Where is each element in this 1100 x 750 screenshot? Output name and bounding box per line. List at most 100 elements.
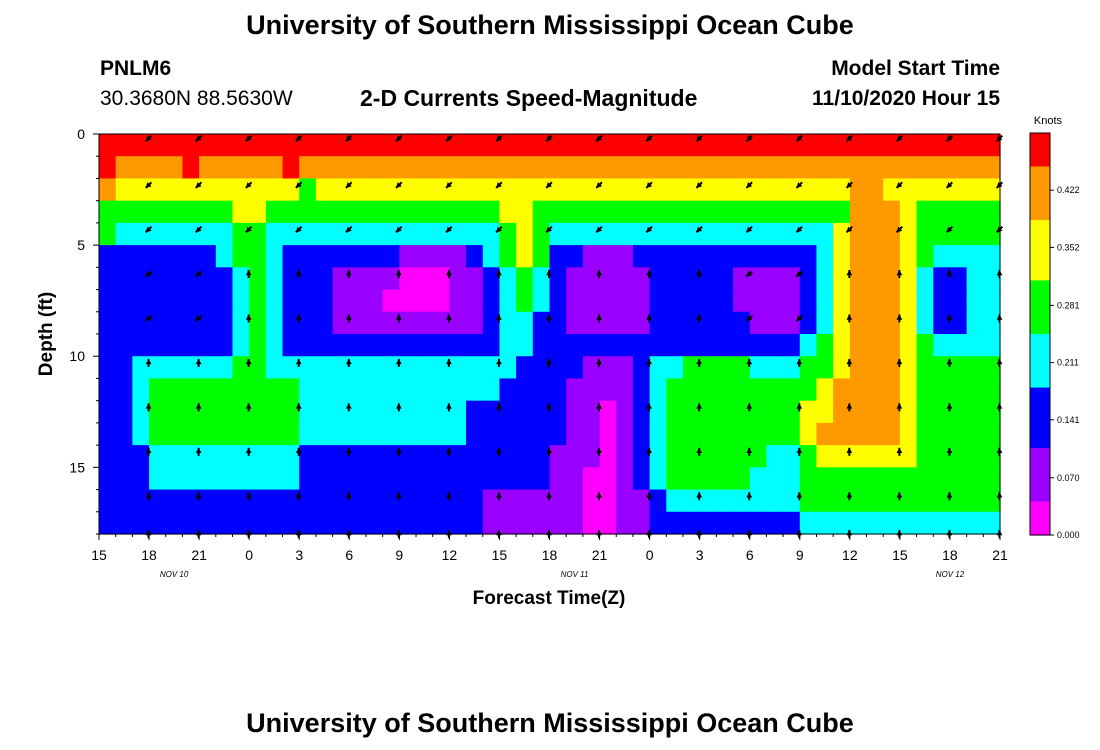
heatmap-cell (249, 489, 267, 513)
heatmap-cell (282, 245, 300, 268)
heatmap-cell (783, 400, 801, 424)
heatmap-cell (232, 378, 250, 402)
current-arrow (295, 492, 302, 501)
heatmap-cell (365, 489, 384, 513)
heatmap-cell (399, 511, 417, 535)
heatmap-cell (699, 489, 717, 513)
heatmap-cell (816, 445, 834, 468)
heatmap-cell (849, 511, 868, 535)
heatmap-cell (416, 445, 434, 468)
heatmap-cell (232, 200, 250, 224)
heatmap-cell (849, 422, 868, 446)
heatmap-cell (983, 356, 1001, 380)
heatmap-cell (499, 400, 517, 424)
colorbar-swatch (1030, 273, 1050, 281)
heatmap-cell (849, 222, 868, 246)
heatmap-cell (532, 156, 551, 180)
current-arrow (545, 226, 553, 234)
heatmap-cell (99, 334, 117, 357)
heatmap-cell (165, 422, 184, 446)
heatmap-cell (816, 200, 834, 224)
current-arrow (245, 314, 252, 323)
colorbar-swatch (1030, 133, 1050, 141)
y-tick-label: 10 (69, 348, 85, 364)
heatmap-cell (949, 267, 968, 291)
heatmap-cell (199, 267, 217, 291)
heatmap-cell (582, 245, 601, 268)
heatmap-cell (566, 378, 584, 402)
heatmap-cell (682, 445, 701, 468)
heatmap-cell (783, 511, 801, 535)
current-arrow (395, 270, 402, 278)
heatmap-cell (749, 311, 768, 335)
colorbar-swatch (1030, 206, 1050, 214)
colorbar-swatch (1030, 179, 1050, 188)
heatmap-cell (282, 156, 300, 180)
heatmap-cell (499, 422, 517, 446)
heatmap-cell (649, 311, 667, 335)
colorbar-swatch (1030, 481, 1050, 489)
heatmap-cell (733, 422, 751, 446)
heatmap-cell (749, 222, 768, 246)
heatmap-cell (799, 467, 818, 491)
colorbar-swatch (1030, 320, 1050, 328)
heatmap-cell (766, 467, 784, 491)
heatmap-cell (699, 289, 717, 313)
heatmap-cell (799, 445, 818, 468)
current-arrow (345, 314, 352, 323)
heatmap-cell (599, 289, 617, 313)
heatmap-cell (632, 334, 651, 357)
x-tick-label: 3 (696, 547, 704, 563)
heatmap-cell (182, 378, 200, 402)
heatmap-cell (349, 222, 367, 246)
current-arrow (646, 314, 652, 323)
heatmap-cell (299, 311, 317, 335)
colorbar-swatch (1030, 434, 1050, 442)
heatmap-cell (682, 378, 701, 402)
heatmap-cell (482, 134, 501, 157)
heatmap-cell (215, 289, 234, 313)
date-label: NOV 11 (561, 570, 589, 579)
heatmap-cell (666, 311, 684, 335)
heatmap-cell (783, 445, 801, 468)
heatmap-cell (783, 222, 801, 246)
heatmap-cell (883, 267, 901, 291)
heatmap-cell (315, 334, 334, 357)
heatmap-cell (733, 356, 751, 380)
heatmap-cell (215, 267, 234, 291)
heatmap-cell (532, 267, 551, 291)
heatmap-cell (449, 467, 467, 491)
heatmap-cell (516, 356, 534, 380)
heatmap-cell (499, 311, 517, 335)
heatmap-cell (883, 511, 901, 535)
current-arrow (896, 447, 903, 456)
heatmap-cell (866, 245, 884, 268)
heatmap-cell (649, 400, 667, 424)
heatmap-cell (265, 267, 284, 291)
current-arrow (144, 270, 153, 278)
heatmap-cell (716, 467, 734, 491)
heatmap-cell (632, 356, 651, 380)
heatmap-cell (716, 134, 734, 157)
heatmap-cell (966, 400, 984, 424)
heatmap-cell (799, 200, 818, 224)
heatmap-cell (215, 489, 234, 513)
heatmap-cell (482, 156, 501, 180)
heatmap-cell (632, 467, 651, 491)
heatmap-cell (299, 222, 317, 246)
heatmap-cell (833, 400, 851, 424)
heatmap-cell (482, 222, 501, 246)
heatmap-cell (833, 289, 851, 313)
heatmap-cell (416, 222, 434, 246)
current-arrow (795, 134, 803, 142)
heatmap-cell (315, 511, 334, 535)
heatmap-cell (599, 178, 617, 202)
heatmap-cell (783, 378, 801, 402)
heatmap-cell (332, 178, 350, 202)
current-arrow (846, 403, 853, 412)
heatmap-cell (849, 245, 868, 268)
heatmap-cell (699, 467, 717, 491)
heatmap-cell (549, 356, 567, 380)
heatmap-cell (332, 134, 350, 157)
heatmap-cell (115, 156, 133, 180)
